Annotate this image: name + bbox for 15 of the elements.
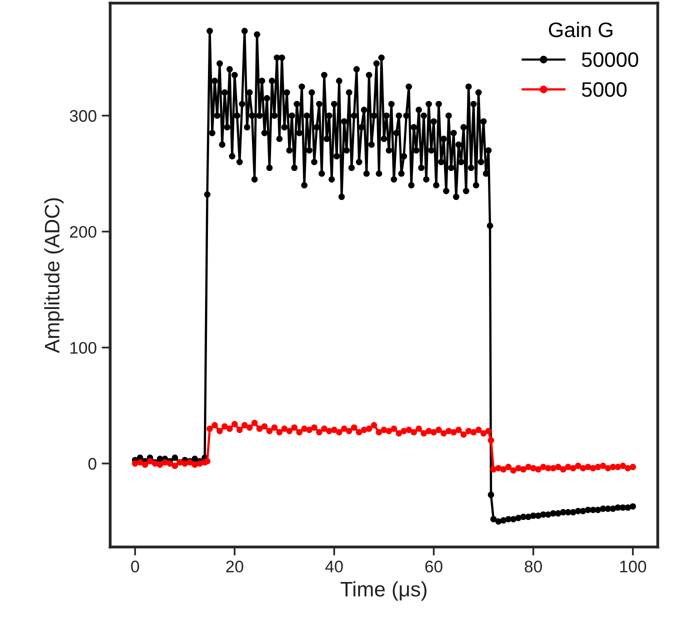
legend-label: 5000 [582, 82, 627, 97]
x-axis-title: Time (μs) [340, 581, 426, 601]
x-tick-label: 100 [620, 560, 646, 572]
x-tick-label: 40 [325, 560, 343, 572]
x-tick-label: 0 [131, 560, 140, 572]
y-tick-label: 100 [70, 342, 96, 354]
x-tick-label: 20 [226, 560, 244, 572]
y-tick-label: 300 [70, 110, 96, 122]
x-tick-label: 80 [524, 560, 542, 572]
legend-label: 50000 [582, 52, 638, 68]
y-axis-title: Amplitude (ADC) [44, 198, 64, 354]
y-tick-label: 0 [88, 458, 96, 470]
y-tick-label: 200 [70, 226, 96, 238]
legend-title: Gain G [548, 22, 612, 38]
x-tick-label: 60 [425, 560, 442, 572]
